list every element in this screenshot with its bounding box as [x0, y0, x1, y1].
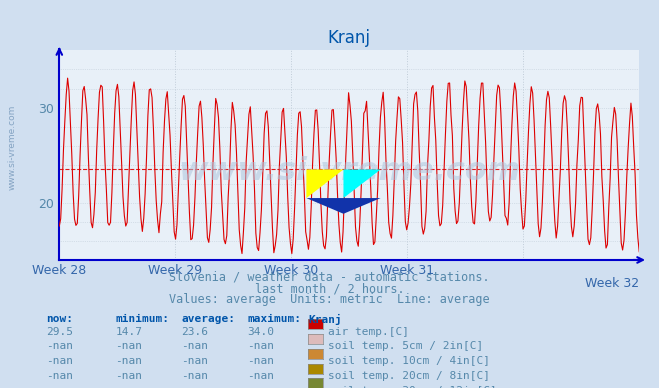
Text: Values: average  Units: metric  Line: average: Values: average Units: metric Line: aver…: [169, 293, 490, 306]
Text: -nan: -nan: [181, 341, 208, 352]
Text: air temp.[C]: air temp.[C]: [328, 327, 409, 337]
Text: -nan: -nan: [247, 356, 274, 366]
Text: 29.5: 29.5: [46, 327, 73, 337]
Text: -nan: -nan: [247, 386, 274, 388]
Text: -nan: -nan: [247, 371, 274, 381]
Text: soil temp. 5cm / 2in[C]: soil temp. 5cm / 2in[C]: [328, 341, 484, 352]
Text: -nan: -nan: [46, 386, 73, 388]
Text: -nan: -nan: [115, 371, 142, 381]
Polygon shape: [343, 170, 381, 198]
Text: maximum:: maximum:: [247, 314, 301, 324]
Text: Week 32: Week 32: [585, 277, 639, 290]
Text: -nan: -nan: [181, 356, 208, 366]
Text: -nan: -nan: [181, 371, 208, 381]
Text: soil temp. 20cm / 8in[C]: soil temp. 20cm / 8in[C]: [328, 371, 490, 381]
Text: average:: average:: [181, 314, 235, 324]
Text: Kranj: Kranj: [308, 314, 342, 324]
Text: 23.6: 23.6: [181, 327, 208, 337]
Text: www.si-vreme.com: www.si-vreme.com: [8, 105, 17, 190]
Text: -nan: -nan: [46, 356, 73, 366]
Text: 34.0: 34.0: [247, 327, 274, 337]
Text: 14.7: 14.7: [115, 327, 142, 337]
Text: last month / 2 hours.: last month / 2 hours.: [254, 282, 405, 295]
Text: -nan: -nan: [115, 341, 142, 352]
Text: soil temp. 30cm / 12in[C]: soil temp. 30cm / 12in[C]: [328, 386, 497, 388]
Text: -nan: -nan: [115, 356, 142, 366]
Text: now:: now:: [46, 314, 73, 324]
Text: -nan: -nan: [115, 386, 142, 388]
Polygon shape: [306, 198, 381, 214]
Text: soil temp. 10cm / 4in[C]: soil temp. 10cm / 4in[C]: [328, 356, 490, 366]
Title: Kranj: Kranj: [328, 29, 371, 47]
Text: -nan: -nan: [247, 341, 274, 352]
Text: www.si-vreme.com: www.si-vreme.com: [178, 156, 521, 187]
Polygon shape: [306, 170, 343, 198]
Text: -nan: -nan: [181, 386, 208, 388]
Text: -nan: -nan: [46, 341, 73, 352]
Text: Slovenia / weather data - automatic stations.: Slovenia / weather data - automatic stat…: [169, 271, 490, 284]
Text: minimum:: minimum:: [115, 314, 169, 324]
Text: -nan: -nan: [46, 371, 73, 381]
